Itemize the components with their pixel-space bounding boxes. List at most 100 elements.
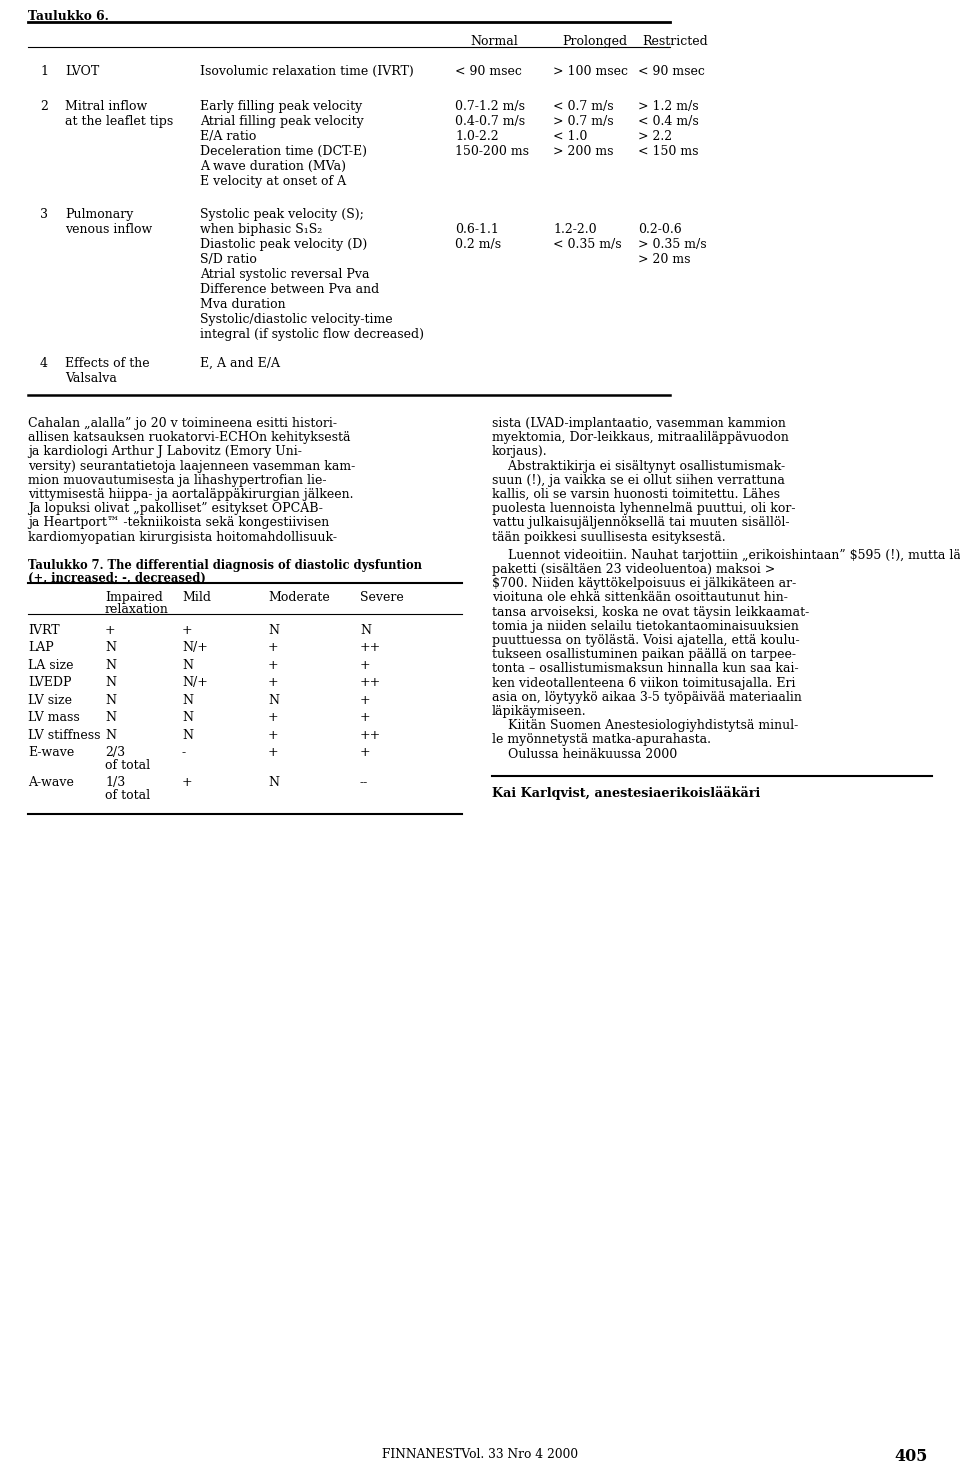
Text: 3: 3 (40, 208, 48, 221)
Text: at the leaflet tips: at the leaflet tips (65, 114, 173, 127)
Text: läpikäymiseen.: läpikäymiseen. (492, 705, 587, 718)
Text: +: + (360, 712, 371, 724)
Text: N: N (105, 659, 116, 672)
Text: 1/3: 1/3 (105, 776, 125, 790)
Text: le myönnetystä matka-apurahasta.: le myönnetystä matka-apurahasta. (492, 734, 711, 746)
Text: +: + (268, 659, 278, 672)
Text: Prolonged: Prolonged (562, 35, 627, 48)
Text: +: + (268, 712, 278, 724)
Text: Kiitän Suomen Anestesiologiyhdistytsä minul-: Kiitän Suomen Anestesiologiyhdistytsä mi… (492, 719, 799, 732)
Text: Luennot videoitiin. Nauhat tarjottiin „erikoishintaan” $595 (!), mutta lähetysku: Luennot videoitiin. Nauhat tarjottiin „e… (492, 549, 960, 561)
Text: 2/3: 2/3 (105, 746, 125, 759)
Text: versity) seurantatietoja laajenneen vasemman kam-: versity) seurantatietoja laajenneen vase… (28, 460, 355, 473)
Text: N: N (105, 677, 116, 690)
Text: Taulukko 6.: Taulukko 6. (28, 10, 108, 23)
Text: Pulmonary: Pulmonary (65, 208, 133, 221)
Text: of total: of total (105, 759, 150, 772)
Text: N: N (182, 659, 193, 672)
Text: LV mass: LV mass (28, 712, 80, 724)
Text: paketti (sisältäen 23 videoluentoa) maksoi >: paketti (sisältäen 23 videoluentoa) maks… (492, 563, 776, 576)
Text: ++: ++ (360, 642, 381, 655)
Text: > 1.2 m/s: > 1.2 m/s (638, 100, 699, 113)
Text: korjaus).: korjaus). (492, 445, 547, 459)
Text: +: + (268, 677, 278, 690)
Text: < 1.0: < 1.0 (553, 130, 588, 144)
Text: vattu julkaisujäljennöksellä tai muuten sisällöl-: vattu julkaisujäljennöksellä tai muuten … (492, 516, 789, 529)
Text: N: N (182, 728, 193, 741)
Text: E-wave: E-wave (28, 746, 74, 759)
Text: LVOT: LVOT (65, 64, 99, 78)
Text: tään poikkesi suullisesta esityksestä.: tään poikkesi suullisesta esityksestä. (492, 530, 726, 544)
Text: Abstraktikirja ei sisältynyt osallistumismak-: Abstraktikirja ei sisältynyt osallistumi… (492, 460, 785, 473)
Text: tansa arvoiseksi, koska ne ovat täysin leikkaamat-: tansa arvoiseksi, koska ne ovat täysin l… (492, 605, 809, 618)
Text: Oulussa heinäkuussa 2000: Oulussa heinäkuussa 2000 (492, 747, 677, 760)
Text: +: + (268, 642, 278, 655)
Text: puuttuessa on työlästä. Voisi ajatella, että koulu-: puuttuessa on työlästä. Voisi ajatella, … (492, 634, 800, 648)
Text: Restricted: Restricted (642, 35, 708, 48)
Text: Isovolumic relaxation time (IVRT): Isovolumic relaxation time (IVRT) (200, 64, 414, 78)
Text: tonta – osallistumismaksun hinnalla kun saa kai-: tonta – osallistumismaksun hinnalla kun … (492, 662, 799, 675)
Text: N: N (105, 728, 116, 741)
Text: 0.7-1.2 m/s: 0.7-1.2 m/s (455, 100, 525, 113)
Text: kallis, oli se varsin huonosti toimitettu. Lähes: kallis, oli se varsin huonosti toimitett… (492, 488, 780, 501)
Text: N: N (268, 624, 279, 637)
Text: $700. Niiden käyttökelpoisuus ei jälkikäteen ar-: $700. Niiden käyttökelpoisuus ei jälkikä… (492, 577, 796, 590)
Text: N: N (105, 712, 116, 724)
Text: tukseen osallistuminen paikan päällä on tarpee-: tukseen osallistuminen paikan päällä on … (492, 648, 796, 661)
Text: > 0.7 m/s: > 0.7 m/s (553, 114, 613, 127)
Text: venous inflow: venous inflow (65, 223, 153, 236)
Text: Mva duration: Mva duration (200, 297, 286, 311)
Text: 1: 1 (40, 64, 48, 78)
Text: Early filling peak velocity: Early filling peak velocity (200, 100, 362, 113)
Text: puolesta luennoista lyhennelmä puuttui, oli kor-: puolesta luennoista lyhennelmä puuttui, … (492, 502, 796, 516)
Text: +: + (268, 728, 278, 741)
Text: 0.4-0.7 m/s: 0.4-0.7 m/s (455, 114, 525, 127)
Text: ++: ++ (360, 677, 381, 690)
Text: Effects of the: Effects of the (65, 357, 150, 371)
Text: < 150 ms: < 150 ms (638, 145, 699, 158)
Text: < 0.7 m/s: < 0.7 m/s (553, 100, 613, 113)
Text: tomia ja niiden selailu tietokantaominaisuuksien: tomia ja niiden selailu tietokantaominai… (492, 620, 799, 633)
Text: Systolic/diastolic velocity-time: Systolic/diastolic velocity-time (200, 314, 393, 327)
Text: allisen katsauksen ruokatorvi-ECHOn kehityksestä: allisen katsauksen ruokatorvi-ECHOn kehi… (28, 431, 350, 444)
Text: Systolic peak velocity (S);: Systolic peak velocity (S); (200, 208, 364, 221)
Text: 0.6-1.1: 0.6-1.1 (455, 223, 499, 236)
Text: Mitral inflow: Mitral inflow (65, 100, 147, 113)
Text: myektomia, Dor-leikkaus, mitraaliläppävuodon: myektomia, Dor-leikkaus, mitraaliläppävu… (492, 431, 789, 444)
Text: LA size: LA size (28, 659, 74, 672)
Text: 1.2-2.0: 1.2-2.0 (553, 223, 596, 236)
Text: N: N (182, 712, 193, 724)
Text: E velocity at onset of A: E velocity at onset of A (200, 174, 347, 188)
Text: N: N (268, 694, 279, 706)
Text: A-wave: A-wave (28, 776, 74, 790)
Text: 2: 2 (40, 100, 48, 113)
Text: N/+: N/+ (182, 642, 208, 655)
Text: +: + (268, 746, 278, 759)
Text: LAP: LAP (28, 642, 54, 655)
Text: LVEDP: LVEDP (28, 677, 71, 690)
Text: > 20 ms: > 20 ms (638, 253, 690, 267)
Text: Mild: Mild (182, 590, 211, 604)
Text: +: + (105, 624, 115, 637)
Text: (+, increased; -, decreased): (+, increased; -, decreased) (28, 571, 205, 585)
Text: N: N (105, 694, 116, 706)
Text: +: + (360, 746, 371, 759)
Text: > 200 ms: > 200 ms (553, 145, 613, 158)
Text: +: + (360, 694, 371, 706)
Text: < 90 msec: < 90 msec (455, 64, 522, 78)
Text: sista (LVAD-implantaatio, vasemman kammion: sista (LVAD-implantaatio, vasemman kammi… (492, 418, 786, 431)
Text: Difference between Pva and: Difference between Pva and (200, 283, 379, 296)
Text: 150-200 ms: 150-200 ms (455, 145, 529, 158)
Text: Deceleration time (DCT-E): Deceleration time (DCT-E) (200, 145, 367, 158)
Text: +: + (360, 659, 371, 672)
Text: Impaired: Impaired (105, 590, 163, 604)
Text: < 0.4 m/s: < 0.4 m/s (638, 114, 699, 127)
Text: +: + (182, 624, 193, 637)
Text: Normal: Normal (470, 35, 517, 48)
Text: kardiomyopatian kirurgisista hoitomahdollisuuk-: kardiomyopatian kirurgisista hoitomahdol… (28, 530, 337, 544)
Text: asia on, löytyykö aikaa 3-5 työpäivää materiaalin: asia on, löytyykö aikaa 3-5 työpäivää ma… (492, 691, 802, 703)
Text: --: -- (360, 776, 369, 790)
Text: 0.2-0.6: 0.2-0.6 (638, 223, 682, 236)
Text: N: N (182, 694, 193, 706)
Text: E, A and E/A: E, A and E/A (200, 357, 280, 371)
